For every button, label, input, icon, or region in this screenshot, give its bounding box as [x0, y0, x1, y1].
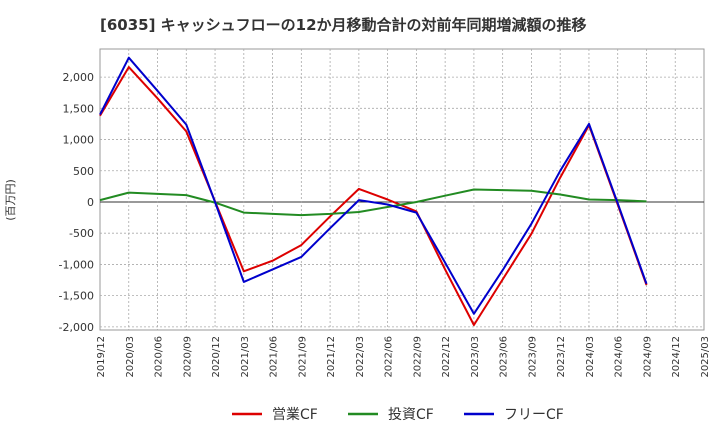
y-tick-label: -1,500	[59, 290, 94, 303]
x-tick-label: 2020/09	[182, 336, 193, 378]
y-tick-label: 500	[73, 165, 94, 178]
x-tick-label: 2023/12	[556, 336, 567, 378]
x-tick-label: 2021/12	[326, 336, 337, 378]
x-tick-label: 2022/03	[355, 336, 366, 378]
x-tick-label: 2024/09	[642, 336, 653, 378]
chart-title: [6035] キャッシュフローの12か月移動合計の対前年同期増減額の推移	[100, 16, 587, 34]
x-tick-label: 2023/06	[499, 336, 510, 378]
x-tick-label: 2021/03	[240, 336, 251, 378]
x-tick-label: 2024/03	[585, 336, 596, 378]
x-tick-label: 2021/06	[269, 336, 280, 378]
x-tick-label: 2023/09	[527, 336, 538, 378]
x-tick-label: 2019/12	[96, 336, 107, 378]
series-line-1	[99, 188, 647, 217]
y-tick-label: 0	[87, 196, 94, 209]
series-line-2	[99, 56, 648, 315]
x-tick-label: 2025/03	[700, 336, 711, 378]
y-tick-label: -2,000	[59, 321, 94, 334]
y-tick-label: 2,000	[63, 71, 95, 84]
y-axis-label: (百万円)	[4, 179, 17, 221]
y-tick-label: 1,000	[63, 134, 95, 147]
legend: 営業CF 投資CF フリーCF	[232, 407, 564, 423]
x-tick-label: 2024/06	[614, 336, 625, 378]
plot-area	[99, 48, 705, 331]
x-tick-label: 2021/09	[297, 336, 308, 378]
y-tick-label: 1,500	[63, 102, 95, 115]
x-tick-label: 2024/12	[671, 336, 682, 378]
x-tick-label: 2022/06	[384, 336, 395, 378]
y-tick-label: -500	[69, 227, 94, 240]
x-tick-label: 2020/06	[154, 336, 165, 378]
x-tick-label: 2022/12	[441, 336, 452, 378]
axes: 2,000 1,500 1,000 500 0 -500 -1,000 -1,500 -2,00…	[59, 71, 711, 377]
legend-label-1: 投資CF	[388, 407, 434, 423]
legend-label-0: 営業CF	[272, 407, 318, 423]
x-tick-label: 2020/12	[211, 336, 222, 378]
x-tick-label: 2020/03	[125, 336, 136, 378]
legend-label-2: フリーCF	[504, 407, 564, 423]
series-line-0	[99, 66, 648, 326]
series-lines	[99, 56, 648, 326]
y-tick-label: -1,000	[59, 258, 94, 271]
x-tick-label: 2022/09	[412, 336, 423, 378]
x-tick-label: 2023/03	[470, 336, 481, 378]
